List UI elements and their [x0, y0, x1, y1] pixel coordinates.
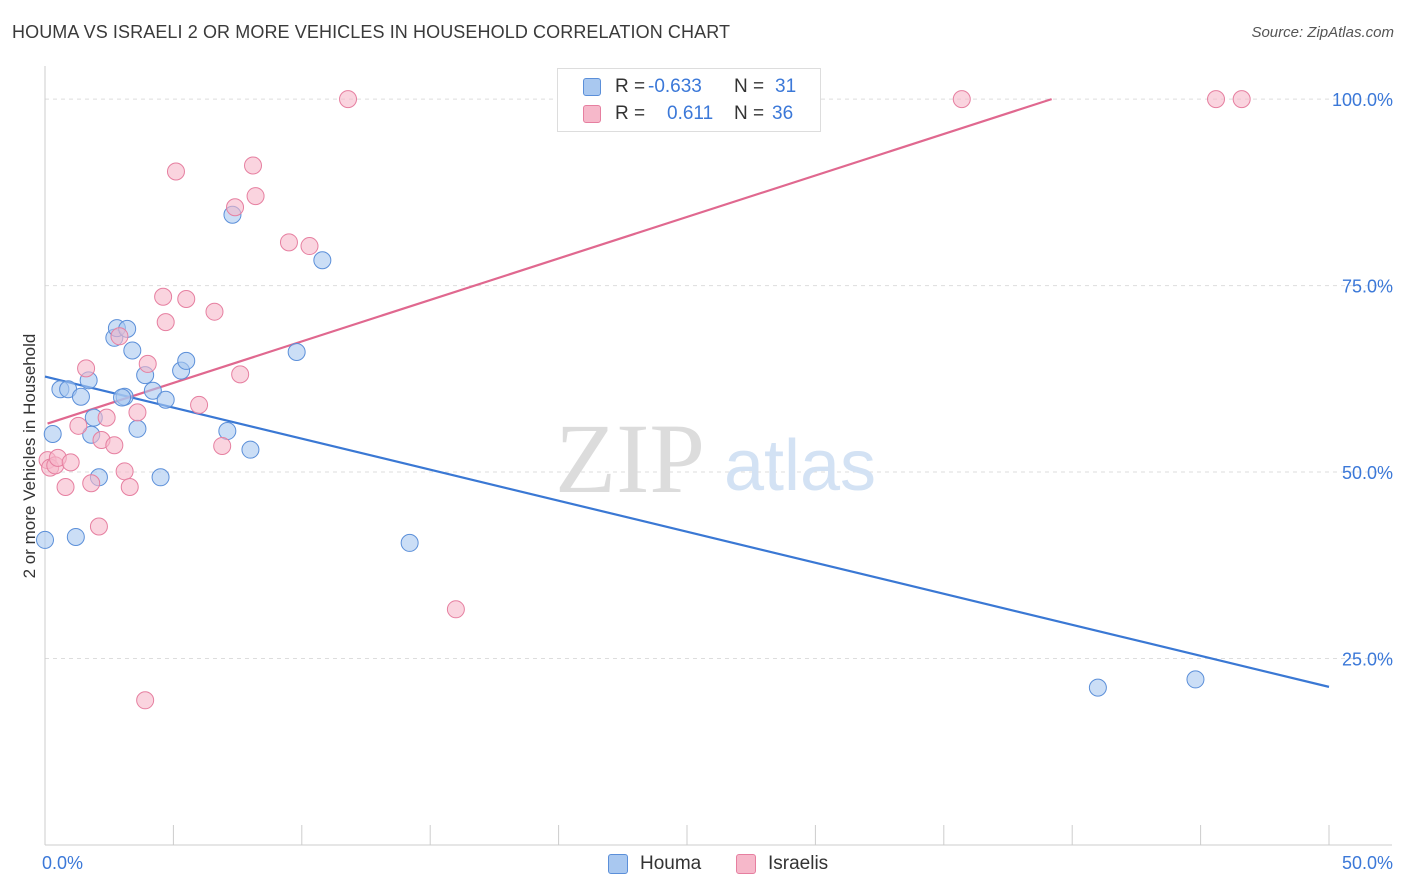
- trend-lines: [44, 98, 1330, 688]
- stats-row-israelis: R = 0.611 N = 36: [558, 101, 820, 127]
- israelis-point: [231, 365, 250, 384]
- legend-swatch-israelis: [736, 854, 756, 874]
- legend-label-israelis: Israelis: [768, 853, 829, 874]
- houma-trend-line: [44, 375, 1330, 688]
- houma-point: [43, 425, 62, 444]
- israelis-point: [136, 691, 155, 710]
- y-tick-label: 100.0%: [1332, 90, 1393, 110]
- israelis-point: [177, 290, 196, 309]
- watermark: ZIP atlas: [555, 403, 876, 514]
- israelis-point: [213, 436, 232, 455]
- israelis-point: [190, 395, 209, 414]
- israelis-point: [1232, 90, 1251, 109]
- israelis-r-value: 0.611: [667, 103, 714, 124]
- israelis-point: [110, 327, 129, 346]
- y-axis-label: 2 or more Vehicles in Household: [20, 333, 39, 579]
- israelis-point: [226, 198, 245, 217]
- houma-point: [287, 342, 306, 361]
- series-israelis: [38, 90, 1251, 710]
- israelis-point: [56, 477, 75, 496]
- gridlines: [45, 98, 1392, 660]
- watermark-atlas: atlas: [724, 426, 876, 506]
- houma-point: [241, 440, 260, 459]
- houma-point: [143, 381, 162, 400]
- houma-n-label: N =: [734, 76, 765, 97]
- chart-title: HOUMA VS ISRAELI 2 OR MORE VEHICLES IN H…: [12, 22, 731, 42]
- israelis-point: [89, 517, 108, 536]
- israelis-point: [61, 453, 80, 472]
- israelis-point: [97, 408, 116, 427]
- y-tick-label: 75.0%: [1342, 277, 1393, 297]
- israelis-swatch: [583, 105, 601, 123]
- houma-r-label: R =: [615, 76, 646, 97]
- x-tick-label-max: 50.0%: [1342, 853, 1393, 873]
- x-tick-label-min: 0.0%: [42, 853, 83, 873]
- israelis-point: [154, 287, 173, 306]
- houma-n-value: 31: [775, 76, 797, 97]
- israelis-point: [244, 156, 263, 175]
- israelis-point: [1207, 90, 1226, 109]
- houma-r-value: -0.633: [648, 76, 702, 97]
- houma-point: [177, 351, 196, 370]
- israelis-point: [138, 354, 157, 373]
- israelis-point: [246, 187, 265, 206]
- houma-point: [36, 530, 54, 549]
- israelis-point: [115, 462, 134, 481]
- israelis-point: [105, 436, 124, 455]
- y-tick-label: 25.0%: [1342, 650, 1393, 670]
- tick-labels: 25.0% 50.0% 75.0% 100.0% 0.0% 50.0%: [42, 90, 1393, 873]
- houma-swatch: [583, 78, 601, 96]
- israelis-point: [952, 90, 971, 109]
- israelis-n-value: 36: [772, 103, 794, 124]
- israelis-point: [279, 233, 298, 252]
- israelis-n-label: N =: [734, 103, 765, 124]
- israelis-point: [120, 477, 139, 496]
- houma-point: [218, 422, 237, 441]
- legend-item-israelis[interactable]: Israelis: [736, 851, 846, 877]
- legend-item-houma[interactable]: Houma: [608, 851, 718, 877]
- israelis-trend-line: [47, 98, 1052, 425]
- correlation-stats-box: R = -0.633 N = 31 R = 0.611 N = 36: [557, 68, 821, 132]
- watermark-zip: ZIP: [555, 403, 705, 514]
- houma-point: [113, 388, 132, 407]
- israelis-point: [300, 237, 319, 256]
- israelis-point: [446, 600, 465, 619]
- israelis-point: [69, 416, 88, 435]
- houma-point: [66, 527, 85, 546]
- source-label: Source: ZipAtlas.com: [1251, 24, 1394, 41]
- houma-point: [400, 533, 419, 552]
- houma-point: [1186, 670, 1205, 689]
- houma-point: [71, 387, 90, 406]
- houma-point: [123, 341, 142, 360]
- israelis-r-label: R =: [615, 103, 646, 124]
- israelis-point: [156, 313, 175, 332]
- israelis-point: [77, 359, 96, 378]
- israelis-point: [205, 302, 224, 321]
- houma-point: [1088, 678, 1107, 697]
- legend-swatch-houma: [608, 854, 628, 874]
- houma-point: [156, 390, 175, 409]
- israelis-point: [82, 474, 101, 493]
- legend: Houma Israelis: [0, 851, 1406, 877]
- data-points: [36, 90, 1251, 710]
- houma-point: [313, 251, 332, 270]
- israelis-point: [128, 403, 147, 422]
- israelis-point: [339, 90, 358, 109]
- stats-row-houma: R = -0.633 N = 31: [558, 74, 820, 100]
- houma-point: [151, 468, 170, 487]
- israelis-point: [166, 162, 185, 181]
- houma-point: [128, 419, 147, 438]
- legend-label-houma: Houma: [640, 853, 702, 874]
- y-tick-label: 50.0%: [1342, 463, 1393, 483]
